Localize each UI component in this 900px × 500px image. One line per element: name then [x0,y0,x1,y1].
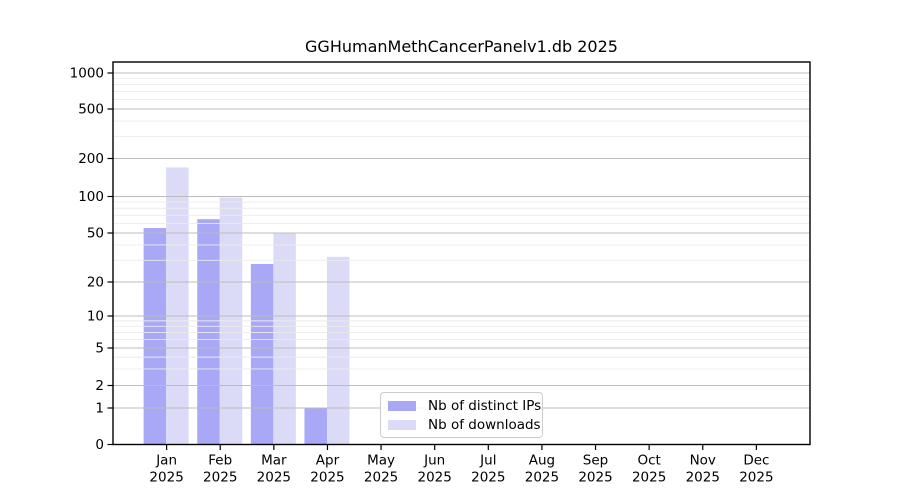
bar-jan-downloads [166,167,189,445]
x-tick-year-dec: 2025 [739,470,773,486]
bar-mar-distinct-ips [250,264,274,445]
legend-swatch-distinct-ips [388,400,416,411]
x-tick-year-nov: 2025 [686,470,720,486]
x-tick-year-sep: 2025 [578,470,612,486]
x-tick-year-mar: 2025 [257,470,291,486]
x-tick-label-sep: Sep [583,453,608,469]
y-tick-label-5: 5 [95,341,104,357]
chart-title: GGHumanMethCancerPanelv1.db 2025 [305,37,618,56]
bar-apr-distinct-ips [304,408,327,445]
x-tick-label-oct: Oct [637,453,660,469]
legend-label-downloads: Nb of downloads [428,416,541,433]
x-tick-label-jul: Jul [479,453,496,469]
x-tick-label-jun: Jun [423,453,445,469]
x-tick-year-may: 2025 [364,470,398,486]
legend: Nb of distinct IPs Nb of downloads [380,392,543,438]
y-tick-label-20: 20 [87,275,104,291]
x-tick-year-jul: 2025 [471,470,505,486]
y-tick-label-0: 0 [95,437,104,453]
legend-label-distinct-ips: Nb of distinct IPs [428,397,542,414]
legend-swatch-downloads [388,419,416,430]
bar-mar-downloads [273,233,296,445]
y-axis: 0 1 2 5 10 20 50 100 200 500 1000 [70,66,113,453]
x-tick-label-aug: Aug [529,453,555,469]
x-tick-year-jun: 2025 [418,470,452,486]
y-tick-label-1: 1 [95,401,104,417]
x-tick-label-nov: Nov [690,453,716,469]
x-tick-year-jan: 2025 [149,470,183,486]
x-tick-year-feb: 2025 [203,470,237,486]
x-tick-label-mar: Mar [261,453,287,469]
gridlines [113,72,810,409]
bar-apr-downloads [326,256,350,445]
x-tick-label-may: May [367,453,395,469]
x-tick-label-apr: Apr [316,453,340,469]
bar-feb-distinct-ips [197,219,220,445]
y-tick-label-50: 50 [87,226,104,242]
bars [143,167,350,445]
x-tick-year-aug: 2025 [525,470,559,486]
y-tick-label-2: 2 [95,378,104,394]
x-tick-year-apr: 2025 [310,470,344,486]
x-tick-label-dec: Dec [743,453,769,469]
legend-item-downloads: Nb of downloads [388,418,541,432]
y-tick-label-200: 200 [78,151,104,167]
x-tick-year-oct: 2025 [632,470,666,486]
axes-frame [112,61,811,446]
x-axis: Jan2025Feb2025Mar2025Apr2025May2025Jun20… [149,444,774,486]
y-tick-label-1000: 1000 [70,66,104,82]
y-tick-label-500: 500 [78,102,104,118]
y-tick-label-100: 100 [78,189,104,205]
legend-item-distinct-ips: Nb of distinct IPs [388,399,541,413]
x-tick-label-jan: Jan [155,453,177,469]
x-tick-label-feb: Feb [208,453,232,469]
y-tick-label-10: 10 [87,309,104,325]
